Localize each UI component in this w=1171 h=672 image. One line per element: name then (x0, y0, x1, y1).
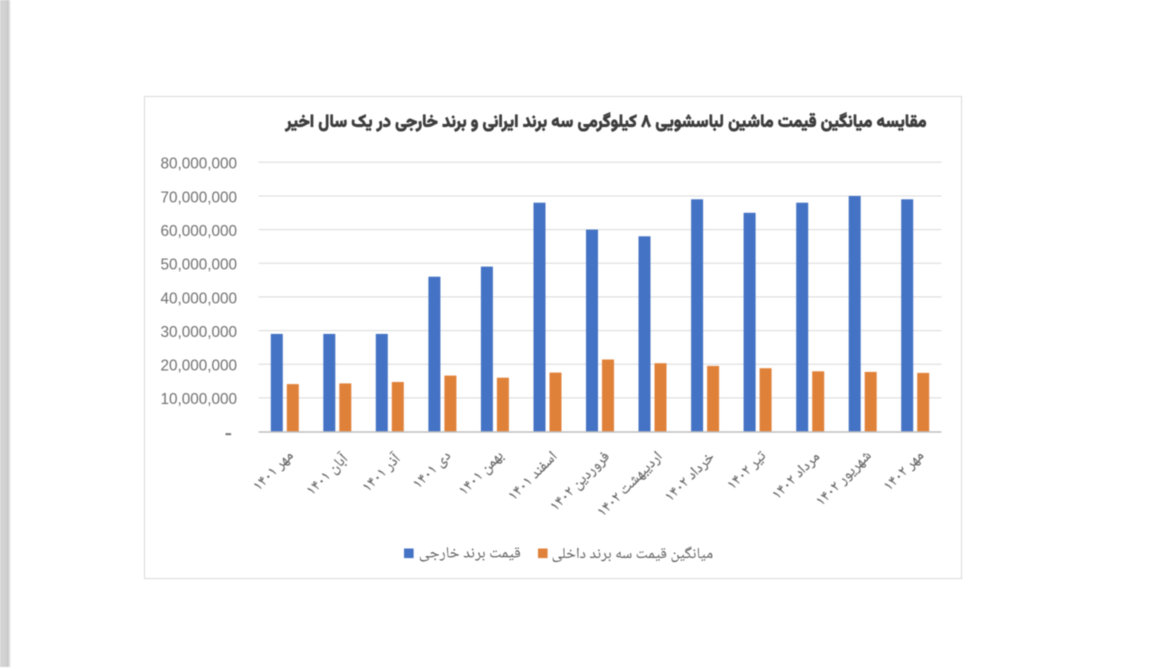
svg-text:20,000,000: 20,000,000 (160, 358, 237, 375)
svg-text:10,000,000: 10,000,000 (160, 391, 237, 408)
svg-text:50,000,000: 50,000,000 (160, 257, 237, 274)
svg-text:60,000,000: 60,000,000 (160, 223, 237, 240)
svg-text:80,000,000: 80,000,000 (160, 156, 237, 173)
svg-text:30,000,000: 30,000,000 (160, 324, 237, 341)
svg-text:70,000,000: 70,000,000 (160, 189, 237, 206)
svg-text:40,000,000: 40,000,000 (160, 290, 237, 307)
